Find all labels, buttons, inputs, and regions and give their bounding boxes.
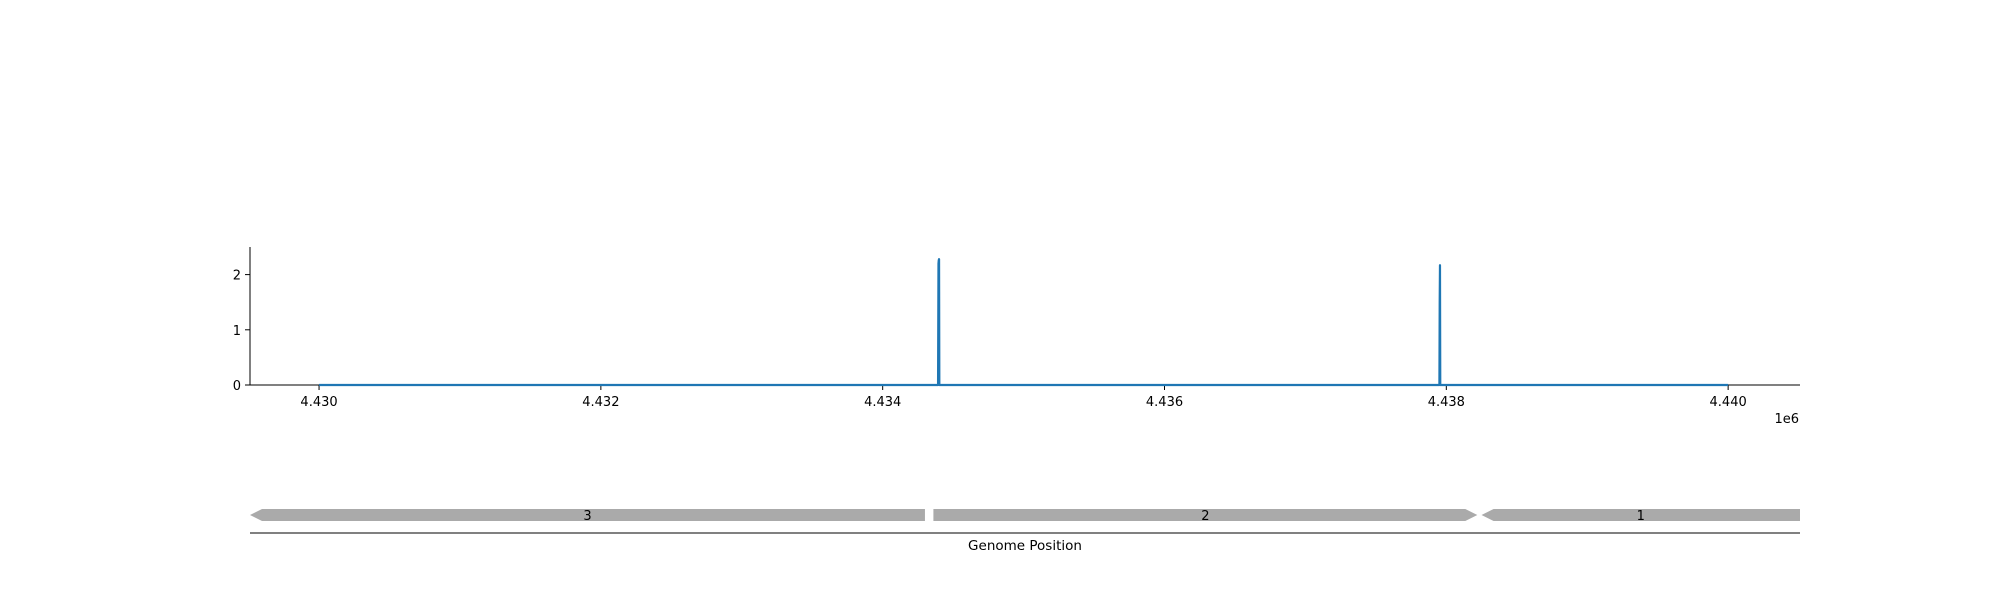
gene-label: 1 — [1637, 509, 1645, 524]
gene-arrow — [933, 509, 1478, 521]
x-offset-label: 1e6 — [1774, 412, 1799, 427]
x-tick-label: 4.434 — [864, 395, 901, 410]
x-tick-label: 4.430 — [300, 395, 337, 410]
x-tick-label: 4.436 — [1146, 395, 1183, 410]
x-tick-label: 4.438 — [1428, 395, 1465, 410]
y-tick-label: 0 — [233, 379, 241, 394]
gene-arrow — [1481, 509, 1800, 521]
gene-arrow — [250, 509, 925, 521]
x-axis-label: Genome Position — [968, 538, 1082, 554]
gene-label: 3 — [583, 509, 591, 524]
y-tick-label: 1 — [233, 324, 241, 339]
x-tick-label: 4.440 — [1710, 395, 1747, 410]
x-tick-label: 4.432 — [582, 395, 619, 410]
coverage-plot: 0 1 2 4.430 4.432 4.434 4.436 4.438 4.440 — [233, 247, 1800, 410]
gene-label: 2 — [1201, 509, 1209, 524]
y-tick-label: 2 — [233, 269, 241, 284]
coverage-line — [319, 258, 1729, 387]
gene-track: 3 2 1 — [250, 509, 1800, 534]
